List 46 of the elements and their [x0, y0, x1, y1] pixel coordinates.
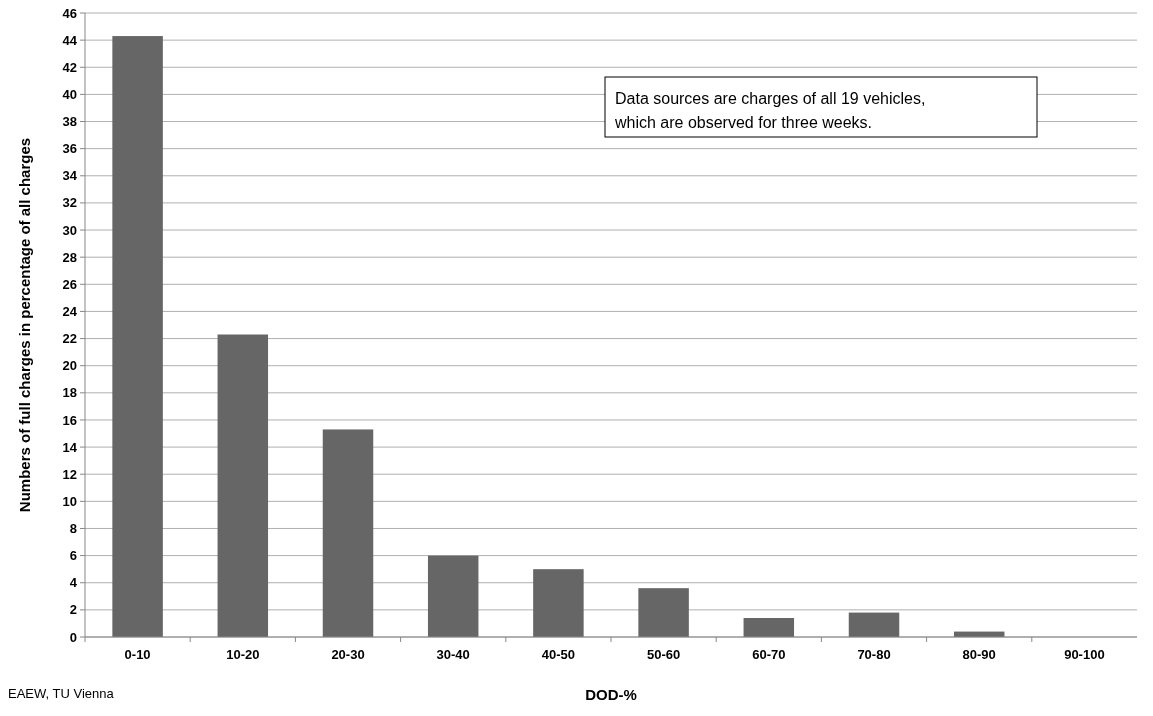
bar: [638, 588, 689, 637]
bar: [427, 555, 479, 637]
y-tick-label: 12: [62, 466, 77, 482]
y-tick-label: 46: [62, 5, 77, 21]
y-tick-label: 0: [69, 629, 77, 645]
y-axis-title: Numbers of full charges in percentage of all charges: [16, 137, 33, 513]
y-tick-label: 14: [62, 439, 78, 455]
x-tick-label: 40-50: [541, 647, 576, 662]
y-tick-label: 44: [62, 32, 78, 48]
x-tick-label: 30-40: [436, 647, 470, 662]
text: EAEW, TU Vienna: [8, 686, 115, 701]
y-tick-label: 38: [62, 114, 77, 130]
y-tick-label: 36: [62, 141, 77, 157]
y-tick-label: 34: [62, 168, 78, 184]
y-tick-label: 42: [62, 59, 77, 75]
y-tick-label: 6: [69, 548, 77, 564]
bar: [112, 36, 163, 637]
x-tick-label: 90-100: [1064, 647, 1105, 662]
y-tick-label: 32: [62, 195, 77, 211]
bar: [743, 618, 795, 637]
x-tick-label: 80-90: [962, 647, 996, 662]
annotation: Data sources are charges of all 19 vehicles, which are observed for three weeks.: [614, 90, 926, 131]
y-tick-label: 28: [62, 249, 77, 265]
x-axis-title: DOD-%: [585, 686, 637, 703]
y-tick-label: 26: [62, 276, 77, 292]
y-tick-label: 16: [62, 412, 77, 428]
bar: [848, 612, 900, 637]
y-tick-label: 8: [69, 521, 77, 537]
x-tick-label: 10-20: [226, 647, 260, 662]
y-tick-label: 22: [62, 331, 77, 347]
y-tick-label: 2: [69, 602, 77, 618]
y-tick-label: 20: [62, 358, 77, 374]
y-tick-label: 30: [62, 222, 77, 238]
y-tick-label: 10: [62, 493, 77, 509]
y-tick-label: 40: [62, 86, 77, 102]
y-tick-label: 4: [69, 575, 78, 591]
bar: [322, 429, 374, 637]
bar: [533, 569, 584, 637]
y-tick-label: 18: [62, 385, 77, 401]
x-tick-label: 60-70: [752, 647, 786, 662]
x-tick-label: 50-60: [646, 647, 681, 662]
x-tick-label: 70-80: [857, 647, 891, 662]
bar: [217, 334, 269, 637]
y-tick-label: 24: [62, 303, 78, 319]
x-tick-label: 0-10: [124, 647, 151, 662]
x-tick-label: 20-30: [331, 647, 365, 662]
